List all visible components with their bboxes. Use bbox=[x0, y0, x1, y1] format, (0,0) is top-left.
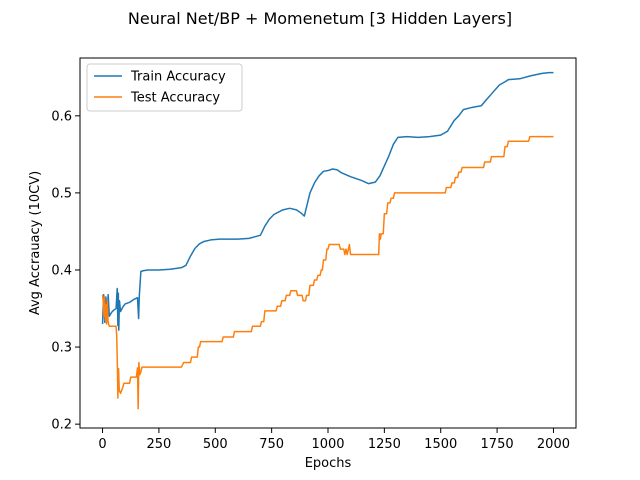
x-tick-label: 500 bbox=[203, 437, 228, 452]
x-tick-label: 0 bbox=[98, 437, 106, 452]
x-tick-label: 2000 bbox=[537, 437, 570, 452]
legend-label-train-accuracy: Train Accuracy bbox=[130, 70, 226, 85]
legend: Train Accuracy Test Accuracy bbox=[86, 63, 243, 112]
y-tick-label: 0.4 bbox=[51, 263, 72, 278]
y-axis: 0.2 0.3 0.4 0.5 0.6 bbox=[51, 109, 80, 433]
legend-box bbox=[86, 63, 243, 112]
chart-title: Neural Net/BP + Momenetum [3 Hidden Laye… bbox=[128, 9, 512, 28]
x-tick-label: 1250 bbox=[368, 437, 401, 452]
series-group bbox=[101, 71, 554, 410]
y-tick-label: 0.5 bbox=[51, 186, 72, 201]
y-tick-label: 0.6 bbox=[51, 109, 72, 124]
x-tick-label: 750 bbox=[259, 437, 284, 452]
x-axis: 0 250 500 750 1000 1250 1500 1750 2000 bbox=[98, 428, 570, 452]
x-tick-label: 250 bbox=[146, 437, 171, 452]
series-line-test-accuracy bbox=[101, 135, 554, 410]
x-tick-label: 1500 bbox=[424, 437, 457, 452]
y-tick-label: 0.3 bbox=[51, 341, 72, 356]
axes-frame bbox=[79, 57, 577, 429]
x-axis-label: Epochs bbox=[305, 456, 352, 471]
x-tick-label: 1000 bbox=[311, 437, 344, 452]
legend-label-test-accuracy: Test Accuracy bbox=[130, 91, 220, 106]
y-axis-label: Avg Accrauacy (10CV) bbox=[28, 171, 43, 315]
series-line-train-accuracy bbox=[101, 71, 554, 331]
y-tick-label: 0.2 bbox=[51, 418, 72, 433]
x-tick-label: 1750 bbox=[481, 437, 514, 452]
